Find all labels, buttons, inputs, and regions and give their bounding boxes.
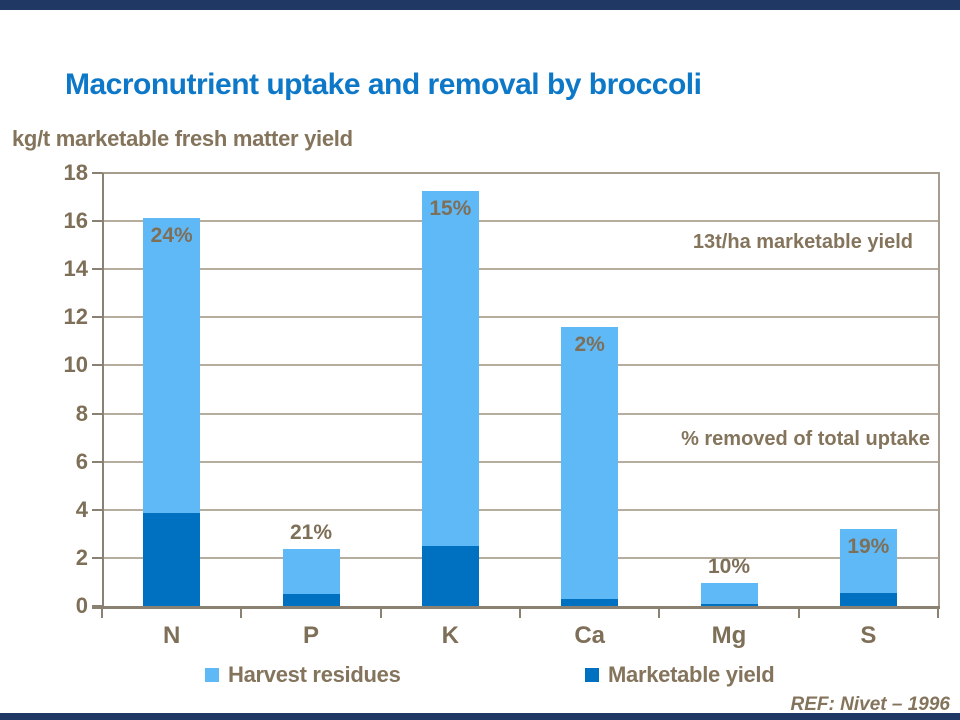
x-axis-tick-2	[379, 609, 382, 618]
y-axis-label-18: 18	[63, 160, 88, 185]
y-axis-tick-8	[92, 412, 104, 415]
bar-S-marketable-yield	[839, 592, 897, 606]
bar-Ca-harvest-residues	[561, 326, 619, 599]
plot-border-top	[102, 172, 940, 174]
annotation-percent-removed: % removed of total uptake	[681, 428, 930, 450]
gridline-2	[102, 556, 938, 559]
x-axis-tick-5	[797, 609, 800, 618]
x-axis-tick-6	[937, 609, 939, 618]
bar-Mg-marketable-yield	[700, 604, 758, 606]
legend-item-marketable-yield: Marketable yield	[585, 660, 775, 690]
y-axis-tick-10	[92, 364, 104, 367]
gridline-12	[102, 316, 938, 319]
x-axis-line	[92, 606, 940, 609]
x-axis-label-P: P	[302, 622, 319, 649]
x-axis-tick-3	[519, 609, 521, 618]
gridline-10	[102, 364, 938, 367]
y-axis-label-2: 2	[75, 544, 88, 570]
gridline-4	[102, 508, 938, 511]
legend-label-marketable-yield: Marketable yield	[608, 662, 775, 687]
annotation-marketable-yield: 13t/ha marketable yield	[692, 231, 913, 253]
y-axis-line	[102, 173, 104, 606]
x-axis-label-Mg: Mg	[711, 622, 747, 649]
y-axis-label-0: 0	[75, 593, 88, 618]
y-axis-title: kg/t marketable fresh matter yield	[12, 126, 353, 151]
bar-Ca-marketable-yield	[561, 598, 619, 606]
x-axis-tick-4	[658, 609, 661, 618]
bar-label-P: 21%	[289, 521, 333, 545]
x-axis-label-S: S	[860, 622, 877, 649]
bar-label-Ca: 2%	[574, 332, 605, 356]
legend-label-harvest-residues: Harvest residues	[228, 662, 401, 687]
harvest-residues-swatch-icon	[205, 668, 219, 682]
bar-Mg-harvest-residues	[700, 583, 758, 605]
legend: Harvest residues Marketable yield	[0, 660, 960, 690]
chart-title: Macronutrient uptake and removal by broc…	[65, 68, 702, 101]
y-axis-label-6: 6	[75, 448, 88, 474]
top-accent-band	[0, 0, 960, 10]
gridline-8	[102, 412, 938, 415]
bottom-accent-band	[0, 713, 960, 720]
gridline-6	[102, 460, 938, 463]
bar-N-marketable-yield	[143, 513, 201, 606]
y-axis-tick-16	[92, 220, 104, 223]
marketable-yield-swatch-icon	[585, 668, 599, 682]
bar-K-harvest-residues	[421, 191, 479, 546]
x-axis-tick-0	[101, 609, 103, 618]
bar-K-marketable-yield	[421, 545, 479, 606]
y-axis-label-8: 8	[75, 400, 88, 426]
x-axis-label-K: K	[441, 622, 459, 649]
x-axis-label-N: N	[162, 622, 181, 649]
bar-label-N: 24%	[150, 223, 193, 247]
bar-P-marketable-yield	[282, 593, 340, 606]
y-axis-tick-18	[92, 172, 104, 174]
x-axis-tick-1	[240, 609, 243, 618]
y-axis-tick-14	[92, 268, 104, 271]
y-axis-tick-2	[92, 556, 104, 559]
bar-P-harvest-residues	[282, 549, 340, 594]
y-axis-tick-4	[92, 508, 104, 511]
gridline-16	[102, 220, 938, 223]
y-axis-label-14: 14	[63, 256, 88, 282]
bar-label-K: 15%	[429, 197, 472, 221]
y-axis-label-16: 16	[63, 208, 88, 234]
plot-border-right	[938, 173, 940, 606]
bar-label-Mg: 10%	[707, 555, 751, 579]
y-axis-tick-12	[92, 316, 104, 319]
legend-item-harvest-residues: Harvest residues	[205, 660, 401, 690]
y-axis-tick-6	[92, 460, 104, 463]
y-axis-label-4: 4	[75, 496, 88, 522]
reference-text: REF: Nivet – 1996	[790, 694, 950, 715]
x-axis-label-Ca: Ca	[574, 622, 605, 649]
y-axis-label-10: 10	[63, 352, 88, 378]
bar-N-harvest-residues	[143, 217, 201, 514]
gridline-14	[102, 268, 938, 271]
bar-label-S: 19%	[847, 535, 890, 559]
bar-S-harvest-residues	[839, 529, 897, 593]
y-axis-label-12: 12	[63, 304, 88, 330]
